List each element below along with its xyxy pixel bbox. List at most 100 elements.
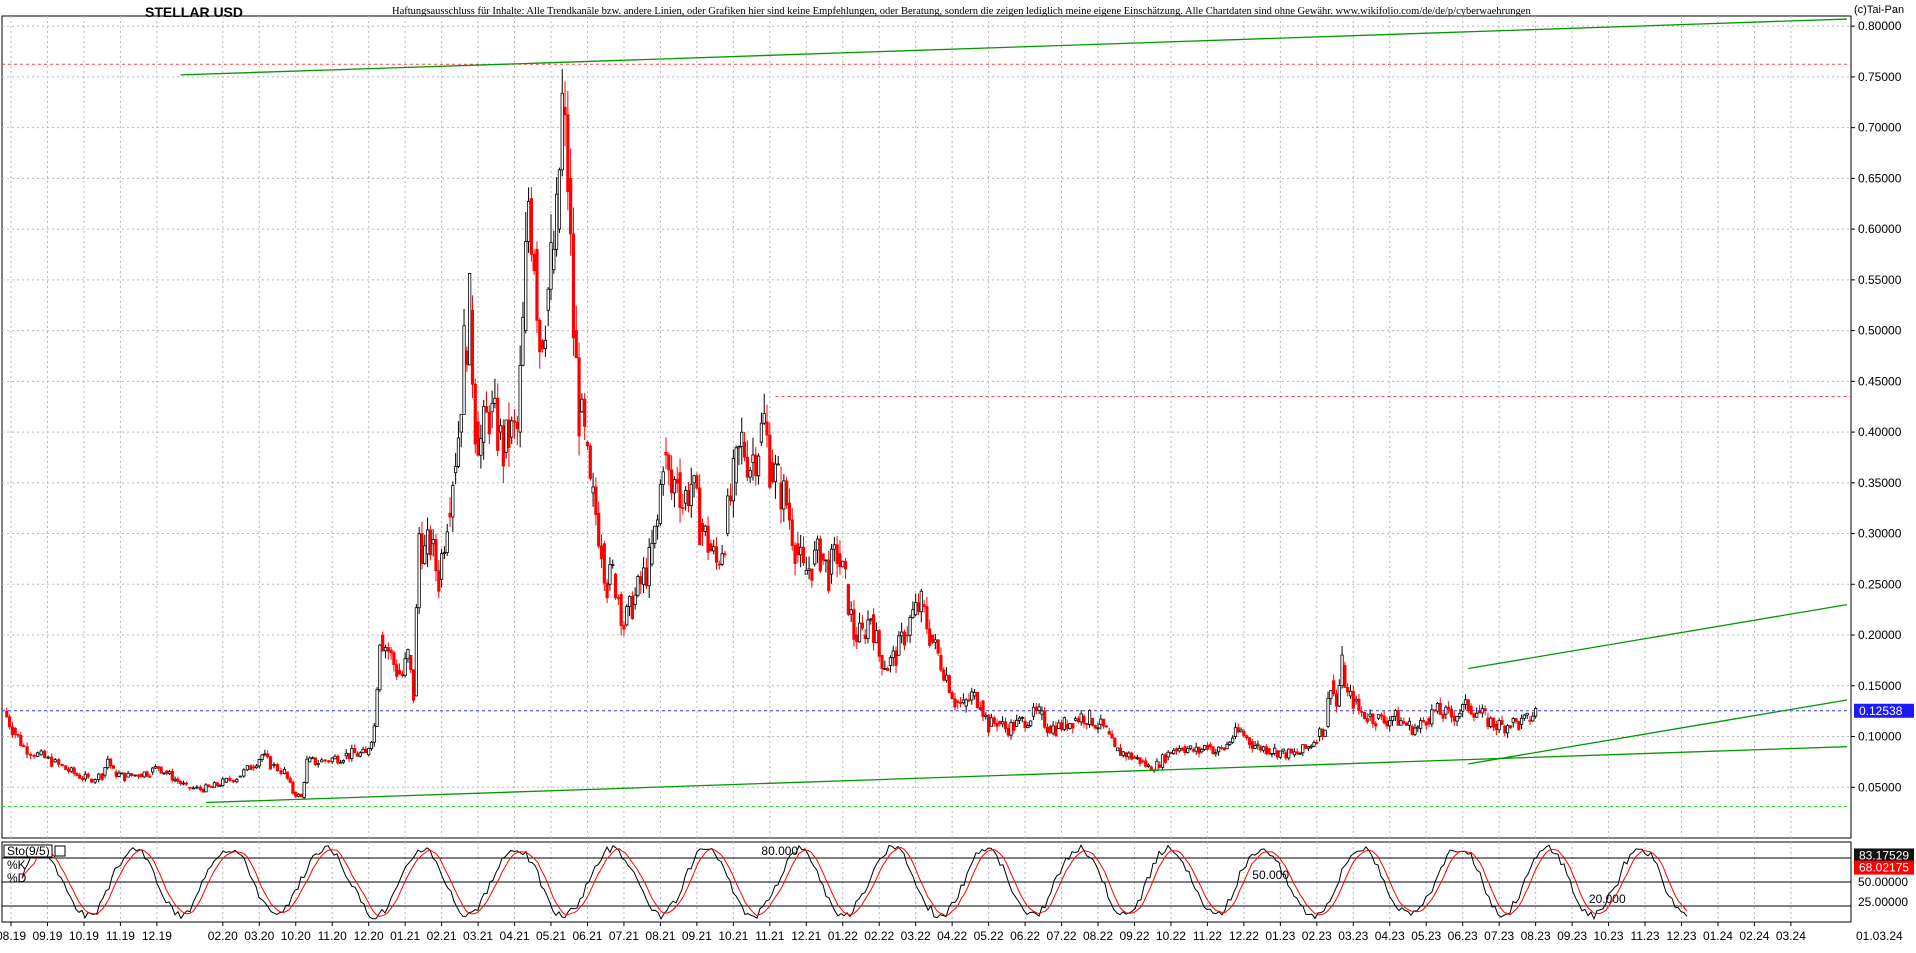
candle-body [1435, 702, 1440, 712]
candle-body [1357, 698, 1361, 711]
candle-body [431, 539, 435, 545]
candle-body [611, 564, 615, 566]
candle-body [883, 668, 887, 670]
candle-body [723, 553, 727, 556]
candle-body [838, 553, 842, 568]
candle-body [1318, 728, 1322, 737]
candle-body [849, 609, 853, 615]
candle-body [448, 512, 452, 518]
candle-body [532, 253, 536, 272]
candle-body [285, 771, 289, 779]
candle-body [1343, 665, 1347, 688]
x-tick-label: 03.22 [901, 929, 931, 943]
candle-body [1127, 752, 1131, 758]
candle-body [198, 786, 202, 791]
chart-title: STELLAR USD [145, 4, 243, 20]
candle-body [1416, 726, 1420, 729]
y-tick-label: 0.15000 [1858, 679, 1902, 693]
candle-body [1351, 690, 1355, 709]
candle-body [392, 652, 396, 666]
candle-body [1191, 749, 1195, 752]
candle-body [1222, 747, 1226, 751]
candle-body [1374, 723, 1378, 727]
candle-body [1211, 746, 1215, 755]
candle-body [860, 622, 864, 629]
candle-body [630, 595, 634, 620]
candle-body [1051, 725, 1055, 734]
candle-body [1135, 757, 1139, 760]
candle-body [1483, 708, 1487, 711]
candle-body [493, 397, 497, 404]
candle-body [874, 630, 879, 644]
candle-body [905, 634, 909, 637]
candle-body [1141, 760, 1145, 763]
candle-body [793, 545, 797, 564]
candle-body [32, 754, 36, 757]
candle-body [1225, 743, 1229, 750]
stochastic-d-line [21, 846, 1688, 917]
candles-group [5, 68, 1538, 800]
x-tick-label: 04.21 [500, 929, 530, 943]
candle-body [266, 753, 270, 758]
candle-body [313, 757, 317, 766]
candle-body [773, 463, 778, 483]
candle-body [1517, 720, 1521, 730]
candle-body [939, 654, 943, 671]
candle-body [647, 547, 651, 587]
candle-body [740, 431, 744, 447]
candle-body [706, 525, 710, 553]
candle-body [195, 786, 199, 789]
candle-body [639, 576, 643, 585]
candle-body [942, 669, 946, 681]
candle-body [1065, 723, 1069, 729]
candle-body [296, 793, 301, 797]
candle-body [804, 570, 808, 575]
candle-body [1155, 760, 1159, 771]
x-tick-label: 12.20 [354, 929, 384, 943]
candle-body [245, 765, 249, 771]
candle-body [563, 106, 567, 116]
candle-body [417, 533, 421, 609]
candle-body [1494, 723, 1498, 731]
candle-body [1088, 709, 1092, 726]
candle-body [465, 350, 469, 366]
candle-body [1298, 752, 1302, 755]
candle-body [1217, 746, 1221, 753]
candle-body [1062, 717, 1066, 730]
candle-body [257, 759, 261, 767]
candle-body [1116, 747, 1120, 752]
candle-body [1528, 719, 1532, 722]
candle-body [1124, 752, 1128, 758]
candle-body [748, 469, 752, 478]
candle-body [114, 771, 118, 777]
x-tick-label: 01.24 [1703, 929, 1733, 943]
candle-body [987, 714, 991, 733]
candle-body [1326, 697, 1330, 727]
y-tick-label: 0.70000 [1858, 121, 1902, 135]
candle-body [1188, 745, 1193, 750]
candle-body [908, 617, 912, 636]
candle-body [588, 445, 592, 479]
candle-body [153, 766, 158, 769]
stochastic-d-legend: %D [7, 871, 27, 885]
candle-body [423, 545, 427, 565]
candle-body [1421, 720, 1426, 723]
candle-body [1267, 748, 1271, 754]
y-tick-label: 0.55000 [1858, 273, 1902, 287]
candle-body [482, 406, 486, 443]
candle-body [310, 757, 315, 760]
candle-body [1410, 725, 1414, 735]
candle-body [857, 622, 862, 643]
candle-body [1289, 748, 1294, 754]
candle-body [841, 560, 845, 568]
candle-body [1264, 746, 1268, 755]
candle-body [681, 507, 685, 509]
candle-body [877, 630, 881, 657]
candle-body [1006, 728, 1010, 736]
candle-body [832, 544, 836, 550]
candle-body [1247, 737, 1252, 745]
x-tick-label: 05.22 [974, 929, 1004, 943]
candle-body [83, 773, 87, 780]
candle-body [928, 628, 932, 646]
